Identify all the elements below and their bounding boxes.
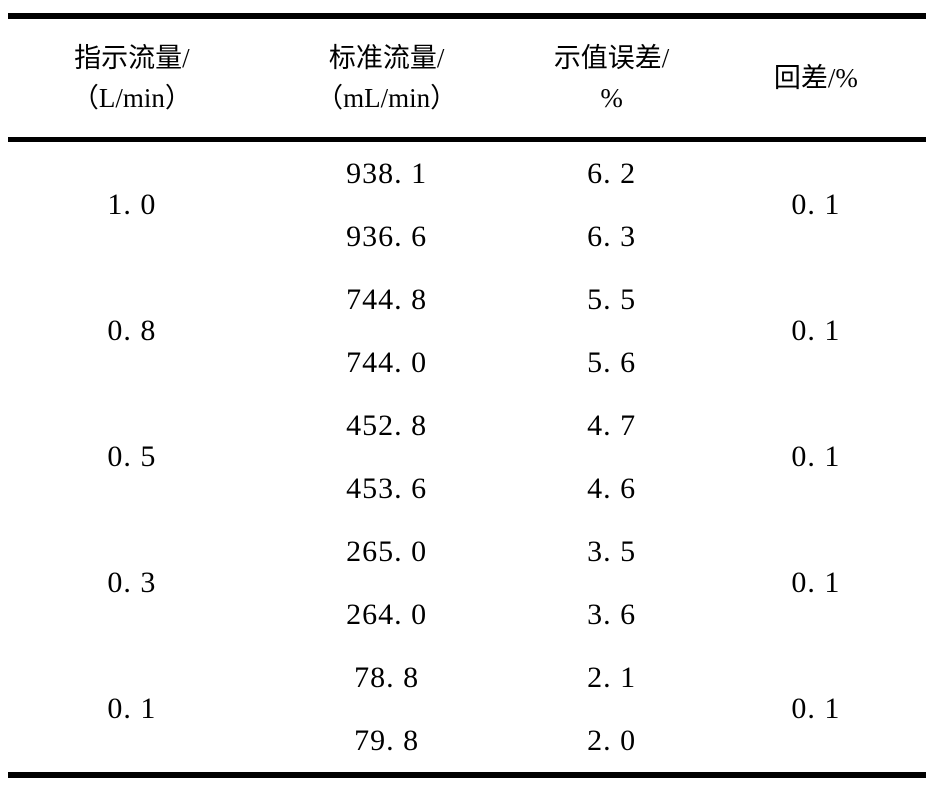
cell-error: 2. 0 bbox=[587, 723, 637, 757]
cell-flow: 0. 3 bbox=[107, 566, 157, 599]
header-hysteresis-line1: 回差/% bbox=[773, 63, 858, 93]
table-row: 264. 0 3. 6 bbox=[8, 583, 926, 646]
header-row: 指示流量/ （L/min） 标准流量/ （mL/min） 示值误差/ % 回差/… bbox=[8, 16, 926, 142]
cell-standard-flow: 265. 0 bbox=[346, 534, 428, 568]
table-row: 0. 8 744. 8 5. 5 0. 1 bbox=[8, 268, 926, 348]
table-row: 744. 0 5. 6 bbox=[8, 331, 926, 394]
cell-flow: 0. 8 bbox=[107, 314, 157, 347]
cell-error: 3. 6 bbox=[587, 597, 637, 631]
table-header: 指示流量/ （L/min） 标准流量/ （mL/min） 示值误差/ % 回差/… bbox=[8, 16, 926, 142]
cell-flow: 0. 1 bbox=[107, 692, 157, 725]
cell-standard-flow: 78. 8 bbox=[354, 660, 420, 694]
table-row: 453. 6 4. 6 bbox=[8, 457, 926, 520]
header-indicated-flow: 指示流量/ （L/min） bbox=[8, 16, 256, 142]
header-standard-flow-line1: 标准流量/ bbox=[328, 43, 445, 73]
cell-flow: 0. 5 bbox=[107, 440, 157, 473]
cell-error: 5. 5 bbox=[587, 282, 637, 316]
cell-hysteresis: 0. 1 bbox=[791, 314, 841, 347]
cell-error: 6. 3 bbox=[587, 219, 637, 253]
cell-hysteresis: 0. 1 bbox=[791, 440, 841, 473]
table-body: 1. 0 938. 1 6. 2 0. 1 936. 6 6. 3 0. 8 7… bbox=[8, 140, 926, 776]
table-row: 1. 0 938. 1 6. 2 0. 1 bbox=[8, 140, 926, 222]
cell-flow: 1. 0 bbox=[107, 188, 157, 221]
cell-hysteresis: 0. 1 bbox=[791, 566, 841, 599]
cell-error: 2. 1 bbox=[587, 660, 637, 694]
table-row: 0. 3 265. 0 3. 5 0. 1 bbox=[8, 520, 926, 600]
header-indication-error-line1: 示值误差/ bbox=[553, 43, 670, 73]
table-row: 79. 8 2. 0 bbox=[8, 709, 926, 775]
table-row: 936. 6 6. 3 bbox=[8, 205, 926, 268]
header-indicated-flow-line1: 指示流量/ bbox=[74, 43, 190, 73]
cell-standard-flow: 264. 0 bbox=[346, 597, 428, 631]
header-indication-error-line2: % bbox=[600, 83, 623, 113]
cell-standard-flow: 744. 0 bbox=[346, 345, 428, 379]
header-standard-flow-line2: （mL/min） bbox=[316, 83, 458, 113]
cell-error: 6. 2 bbox=[587, 156, 637, 190]
table-row: 0. 5 452. 8 4. 7 0. 1 bbox=[8, 394, 926, 474]
cell-standard-flow: 936. 6 bbox=[346, 219, 428, 253]
header-indication-error: 示值误差/ % bbox=[517, 16, 706, 142]
cell-standard-flow: 744. 8 bbox=[346, 282, 428, 316]
calibration-table: 指示流量/ （L/min） 标准流量/ （mL/min） 示值误差/ % 回差/… bbox=[8, 13, 926, 778]
cell-standard-flow: 938. 1 bbox=[346, 156, 428, 190]
header-indicated-flow-line2: （L/min） bbox=[71, 83, 192, 113]
cell-hysteresis: 0. 1 bbox=[791, 188, 841, 221]
header-hysteresis: 回差/% bbox=[705, 16, 926, 142]
cell-standard-flow: 452. 8 bbox=[346, 408, 428, 442]
cell-standard-flow: 79. 8 bbox=[354, 723, 420, 757]
cell-error: 3. 5 bbox=[587, 534, 637, 568]
header-standard-flow: 标准流量/ （mL/min） bbox=[255, 16, 518, 142]
cell-standard-flow: 453. 6 bbox=[346, 471, 428, 505]
table-row: 0. 1 78. 8 2. 1 0. 1 bbox=[8, 646, 926, 726]
cell-error: 4. 6 bbox=[587, 471, 637, 505]
cell-error: 4. 7 bbox=[587, 408, 637, 442]
cell-hysteresis: 0. 1 bbox=[791, 692, 841, 725]
cell-error: 5. 6 bbox=[587, 345, 637, 379]
